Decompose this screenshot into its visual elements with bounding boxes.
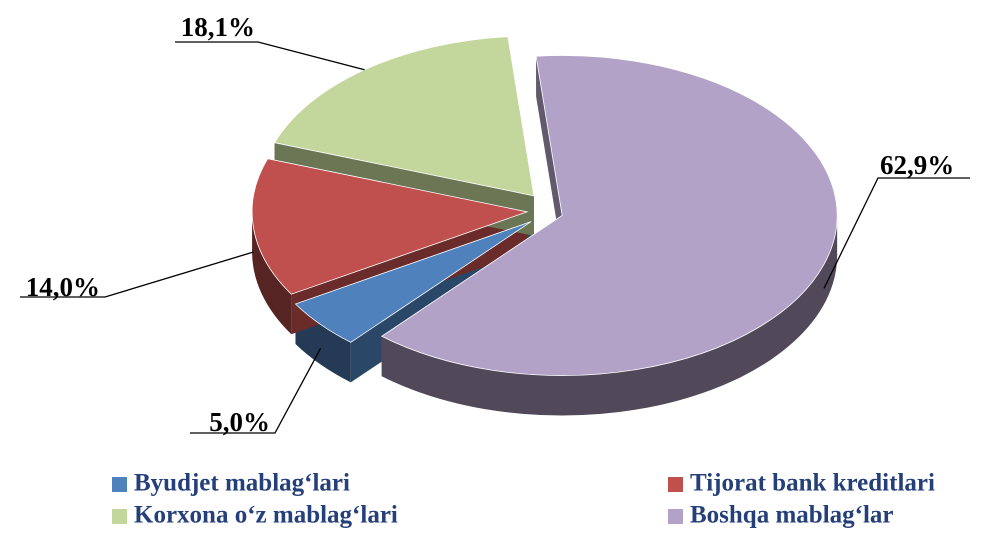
data-label: 5,0%	[209, 407, 270, 437]
data-label: 62,9%	[880, 150, 954, 180]
leader-line	[175, 41, 365, 71]
data-label: 14,0%	[26, 272, 100, 302]
pie-slice	[251, 158, 529, 295]
legend-swatch	[112, 509, 127, 524]
pie-slice	[294, 221, 532, 343]
legend-swatch	[112, 477, 127, 492]
slice-side-wall	[381, 215, 838, 416]
leader-line	[20, 251, 254, 298]
legend-swatch	[668, 509, 683, 524]
legend-swatch	[668, 477, 683, 492]
leader-line	[190, 348, 322, 434]
data-label: 18,1%	[181, 12, 255, 42]
legend-label: Boshqa mablag‘lar	[690, 502, 894, 529]
legend-label: Tijorat bank kreditlari	[690, 470, 935, 497]
slice-side-wall	[252, 211, 292, 335]
pie-slice	[273, 36, 535, 197]
slice-cut-wall	[536, 56, 563, 256]
pie-slice	[380, 55, 838, 376]
leader-line	[823, 177, 970, 289]
legend-label: Korxona o‘z mablag‘lari	[134, 502, 398, 529]
legend-label: Byudjet mablag‘lari	[134, 470, 350, 497]
